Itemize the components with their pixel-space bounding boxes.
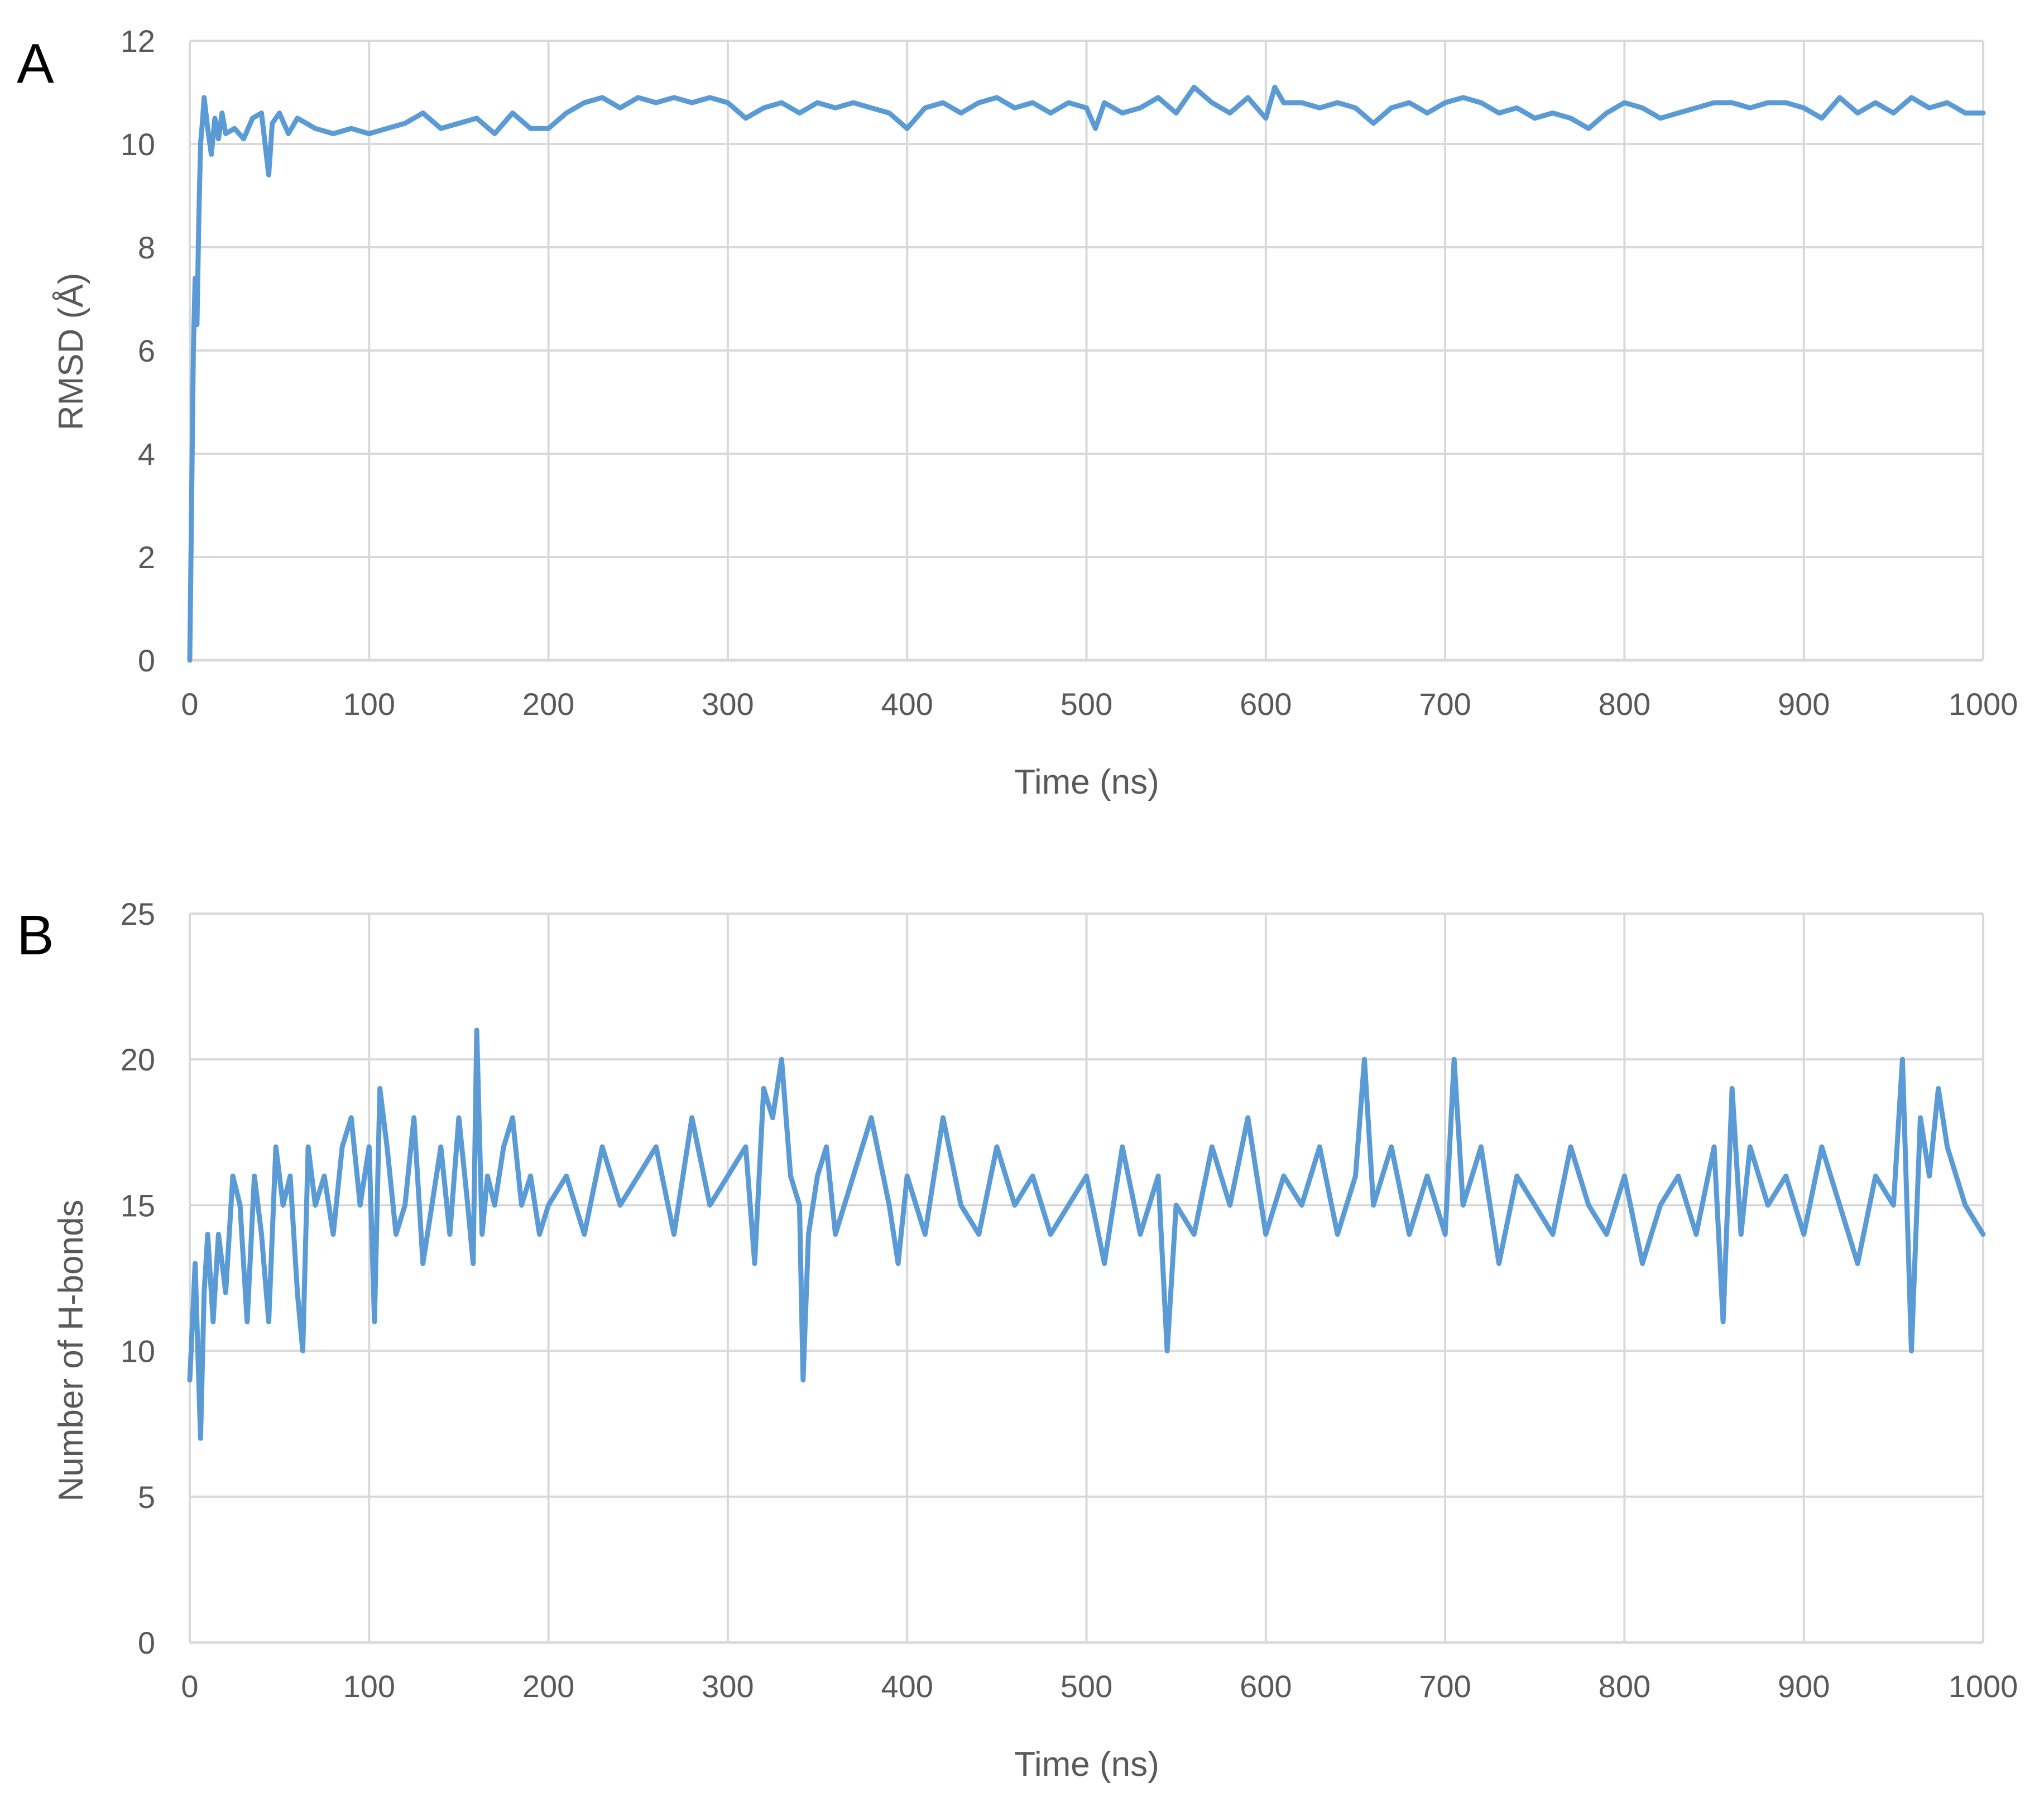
y-tick-label: 12	[121, 23, 155, 59]
y-tick-label: 4	[138, 436, 155, 472]
x-tick-label: 0	[181, 1669, 198, 1704]
x-axis-label: Time (ns)	[1014, 763, 1159, 801]
y-tick-label: 10	[121, 127, 155, 162]
x-tick-label: 900	[1778, 686, 1830, 722]
x-tick-label: 600	[1240, 686, 1292, 722]
x-tick-label: 900	[1778, 1669, 1830, 1704]
y-tick-label: 6	[138, 333, 155, 368]
series-line	[187, 84, 1986, 663]
x-tick-label: 600	[1240, 1669, 1292, 1704]
y-tick-label: 10	[121, 1334, 155, 1369]
x-tick-label: 500	[1061, 1669, 1112, 1704]
x-tick-label: 1000	[1949, 686, 2018, 722]
x-tick-label: 300	[702, 1669, 754, 1704]
y-tick-label: 25	[121, 896, 155, 931]
x-tick-label: 100	[343, 1669, 395, 1704]
panel-label-b: B	[17, 904, 54, 967]
x-tick-label: 800	[1599, 1669, 1650, 1704]
x-tick-label: 0	[181, 686, 198, 722]
x-tick-label: 700	[1419, 1669, 1471, 1704]
x-tick-label: 400	[881, 1669, 933, 1704]
series-line	[187, 1027, 1986, 1441]
x-tick-label: 1000	[1949, 1669, 2018, 1704]
x-tick-label: 700	[1419, 686, 1471, 722]
x-tick-label: 200	[522, 686, 574, 722]
y-tick-label: 20	[121, 1042, 155, 1077]
chart-a-rmsd: A 0 100 200 300 400 500 600 700 800 900 1000 0 2 4 6 8…	[17, 23, 2018, 801]
x-tick-label: 300	[702, 686, 754, 722]
y-tick-label: 15	[121, 1188, 155, 1223]
x-tick-label: 200	[522, 1669, 574, 1704]
y-tick-label: 0	[138, 1625, 155, 1660]
y-tick-label: 0	[138, 643, 155, 678]
chart-b-hbonds: B 0 100 200 300 400 500 600 700 800 900 1000 0 5 10 1…	[17, 896, 2018, 1784]
x-tick-label: 100	[343, 686, 395, 722]
y-tick-label: 2	[138, 540, 155, 575]
y-tick-label: 8	[138, 230, 155, 265]
y-tick-label: 5	[138, 1480, 155, 1515]
y-axis-label: RMSD (Å)	[52, 273, 90, 430]
x-tick-label: 400	[881, 686, 933, 722]
x-tick-label: 800	[1599, 686, 1650, 722]
x-axis-label: Time (ns)	[1014, 1745, 1159, 1784]
y-axis-label: Number of H-bonds	[52, 1199, 90, 1501]
panel-label-a: A	[17, 32, 54, 95]
x-tick-label: 500	[1061, 686, 1112, 722]
